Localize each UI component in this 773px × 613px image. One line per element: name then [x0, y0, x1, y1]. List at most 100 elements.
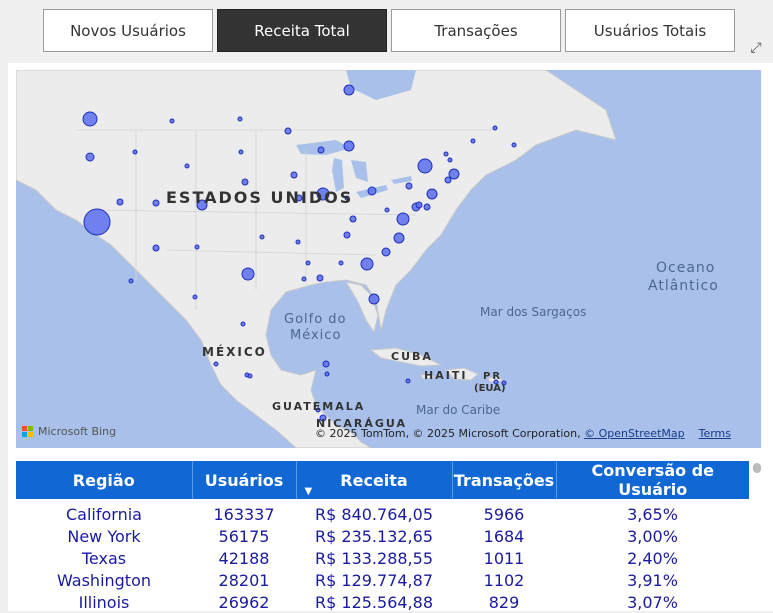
- lake-michigan: [332, 158, 344, 192]
- map-bubble[interactable]: [315, 407, 321, 413]
- map-bubble[interactable]: [83, 208, 111, 236]
- map-bubble[interactable]: [317, 146, 325, 154]
- land-hispaniola: [444, 367, 479, 381]
- map-bubble[interactable]: [132, 149, 138, 155]
- tab-transacoes[interactable]: Transações: [391, 9, 561, 52]
- col-header-transacoes[interactable]: Transações: [452, 461, 557, 499]
- cell-regiao: Illinois: [78, 592, 130, 612]
- map-bubble[interactable]: [152, 199, 160, 207]
- cell-usuarios: 42188: [218, 548, 270, 568]
- terms-link[interactable]: Terms: [698, 427, 731, 440]
- table-scrollbar[interactable]: [753, 463, 761, 473]
- map-bubble[interactable]: [447, 157, 453, 163]
- cell-regiao: Texas: [81, 548, 127, 568]
- tab-usuarios-totais[interactable]: Usuários Totais: [565, 9, 735, 52]
- table-row[interactable]: Illinois 26962 R$ 125.564,88 829 3,07%: [16, 591, 749, 613]
- map-bubble[interactable]: [470, 138, 476, 144]
- map-bubble[interactable]: [284, 127, 292, 135]
- col-header-receita[interactable]: ▼ Receita: [296, 461, 453, 499]
- map-bubble[interactable]: [338, 260, 344, 266]
- map-bubble[interactable]: [319, 414, 327, 422]
- map-bubble[interactable]: [448, 168, 460, 180]
- map-bubble[interactable]: [213, 361, 219, 367]
- tab-bar: Novos Usuários Receita Total Transações …: [43, 9, 739, 52]
- cell-receita: R$ 129.774,87: [315, 570, 433, 590]
- land-puerto-rico: [487, 376, 503, 383]
- map-bubble[interactable]: [492, 125, 498, 131]
- map-bubble[interactable]: [295, 239, 301, 245]
- report-panel: ⤢: [8, 40, 773, 613]
- map-bubble[interactable]: [82, 111, 98, 127]
- map-bubble[interactable]: [368, 293, 380, 305]
- map-bubble[interactable]: [417, 158, 433, 174]
- lake-ontario: [391, 176, 412, 184]
- map-bubble[interactable]: [184, 163, 190, 169]
- map-bubble[interactable]: [426, 188, 438, 200]
- map-bubble[interactable]: [169, 118, 175, 124]
- map-bubble[interactable]: [316, 187, 330, 201]
- map-bubble[interactable]: [511, 142, 517, 148]
- map-bubble[interactable]: [501, 380, 507, 386]
- land-florida: [344, 281, 379, 334]
- table-row[interactable]: California 163337 R$ 840.764,05 5966 3,65%: [16, 499, 749, 525]
- map-bubble[interactable]: [305, 260, 311, 266]
- map-bubble[interactable]: [423, 203, 431, 211]
- map-bubble[interactable]: [259, 234, 265, 240]
- col-header-conversao[interactable]: Conversão de Usuário: [556, 461, 749, 499]
- cell-transacoes: 829: [488, 592, 520, 612]
- map-bubble[interactable]: [152, 244, 160, 252]
- map-bubble[interactable]: [343, 231, 351, 239]
- label-golfo-2: México: [290, 328, 342, 343]
- map-bubble[interactable]: [237, 116, 243, 122]
- table-row[interactable]: Washington 28201 R$ 129.774,87 1102 3,91%: [16, 569, 749, 591]
- label-sargaco: Mar dos Sargaços: [480, 305, 587, 319]
- map-bubble[interactable]: [384, 207, 390, 213]
- map-bubble[interactable]: [322, 360, 330, 368]
- focus-mode-icon[interactable]: ⤢: [750, 40, 762, 56]
- map-bubble[interactable]: [415, 201, 423, 209]
- map-bubble[interactable]: [405, 182, 413, 190]
- map-bubble[interactable]: [85, 152, 95, 162]
- map-bubble[interactable]: [238, 149, 244, 155]
- map-bubble[interactable]: [367, 186, 377, 196]
- microsoft-logo-icon: [22, 425, 34, 438]
- map-bubble[interactable]: [241, 178, 249, 186]
- table-row[interactable]: New York 56175 R$ 235.132,65 1684 3,00%: [16, 525, 749, 547]
- col-header-usuarios[interactable]: Usuários: [192, 461, 297, 499]
- map-bubble[interactable]: [443, 151, 449, 157]
- map-bubble[interactable]: [240, 321, 246, 327]
- map-bubble[interactable]: [396, 212, 410, 226]
- map-bubble[interactable]: [247, 373, 253, 379]
- table-row[interactable]: Texas 42188 R$ 133.288,55 1011 2,40%: [16, 547, 749, 569]
- label-oceano-1: Oceano: [656, 260, 716, 276]
- map-bubble[interactable]: [290, 171, 298, 179]
- map-bubble[interactable]: [194, 244, 200, 250]
- map-bubble[interactable]: [381, 247, 391, 257]
- map-bubble[interactable]: [343, 84, 355, 96]
- map-bubble[interactable]: [241, 267, 255, 281]
- map-bubble[interactable]: [116, 198, 124, 206]
- map-bubble[interactable]: [344, 195, 350, 201]
- map-bubble[interactable]: [343, 140, 355, 152]
- map-bubble[interactable]: [192, 294, 198, 300]
- map-bubble[interactable]: [301, 276, 307, 282]
- map-bubble[interactable]: [295, 194, 303, 202]
- map-bubble[interactable]: [349, 215, 357, 223]
- osm-link[interactable]: © OpenStreetMap: [584, 427, 685, 440]
- tab-receita-total[interactable]: Receita Total: [217, 9, 387, 52]
- map-bubble[interactable]: [444, 176, 452, 184]
- map-bubble[interactable]: [393, 232, 405, 244]
- map-bubble[interactable]: [324, 371, 330, 377]
- map-bubble[interactable]: [196, 199, 208, 211]
- map-bubble[interactable]: [493, 379, 499, 385]
- col-header-regiao[interactable]: Região: [16, 461, 193, 499]
- map-bubble[interactable]: [405, 378, 411, 384]
- cell-transacoes: 1102: [483, 570, 525, 590]
- map-bubble[interactable]: [360, 257, 374, 271]
- bubble-layer: [82, 84, 517, 422]
- tab-novos-usuarios[interactable]: Novos Usuários: [43, 9, 213, 52]
- map-bubble[interactable]: [316, 274, 324, 282]
- bubble-map[interactable]: ESTADOS UNIDOS MÉXICO CUBA HAITI PR (EUA…: [16, 70, 761, 448]
- cell-receita: R$ 235.132,65: [315, 526, 433, 546]
- map-bubble[interactable]: [128, 278, 134, 284]
